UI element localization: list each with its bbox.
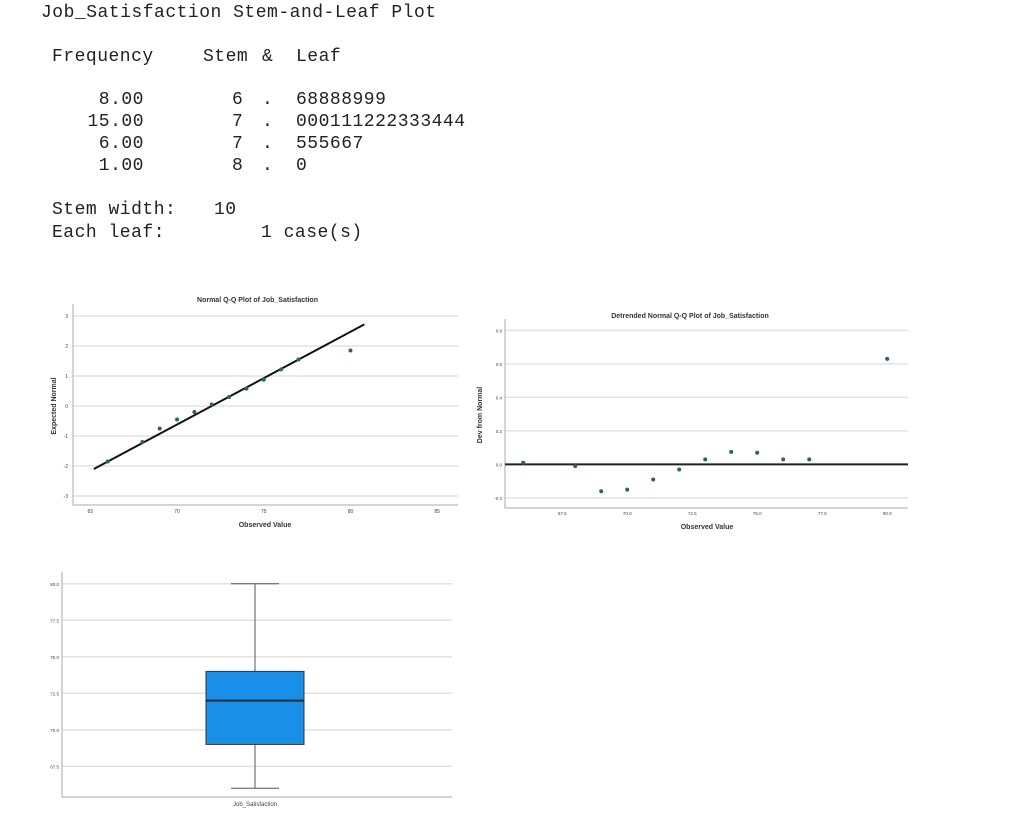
- y-tick-label: 77.5: [50, 618, 59, 623]
- row-stem: 8: [232, 156, 244, 176]
- data-point: [140, 440, 145, 444]
- y-axis-label: Dev from Normal: [477, 387, 484, 443]
- stem-leaf-title: Job_Satisfaction Stem-and-Leaf Plot: [41, 3, 437, 23]
- data-point: [599, 489, 604, 494]
- header-stem: Stem: [203, 47, 249, 67]
- y-tick-label: 0.8: [496, 328, 503, 333]
- x-axis-label: Observed Value: [681, 524, 734, 531]
- x-tick-label: 72.5: [688, 511, 697, 516]
- stem-width-label: Stem width:: [52, 200, 177, 220]
- x-tick-label: 75: [261, 509, 267, 515]
- x-tick-label: 80.0: [883, 511, 892, 516]
- y-axis-label: Expected Normal: [51, 377, 58, 434]
- y-tick-label: -1: [64, 434, 69, 440]
- each-leaf-label: Each leaf:: [52, 223, 166, 243]
- x-tick-label: 80: [348, 509, 354, 515]
- row-leaf: 0: [296, 156, 308, 176]
- row-leaf: 555667: [296, 134, 364, 154]
- y-tick-label: -0.2: [494, 496, 502, 501]
- data-point: [703, 457, 708, 462]
- row-frequency: 8.00: [98, 90, 144, 110]
- row-stem: 7: [232, 134, 244, 154]
- data-point: [227, 395, 232, 399]
- y-tick-label: 0.2: [496, 429, 503, 434]
- data-point: [157, 426, 162, 431]
- chart-title: Detrended Normal Q-Q Plot of Job_Satisfa…: [611, 313, 769, 320]
- data-point: [175, 417, 180, 422]
- data-point: [105, 459, 110, 464]
- row-dot: .: [262, 112, 274, 132]
- x-tick-label: 65: [88, 509, 94, 515]
- row-frequency: 1.00: [98, 156, 144, 176]
- row-frequency: 6.00: [98, 134, 144, 154]
- axes: [61, 572, 452, 798]
- data-point: [755, 450, 760, 455]
- x-tick-label: 85: [434, 509, 440, 515]
- data-point: [729, 449, 734, 454]
- data-point: [521, 460, 526, 465]
- row-dot: .: [262, 90, 274, 110]
- y-tick-label: 70.0: [50, 728, 59, 733]
- row-frequency: 15.00: [87, 112, 144, 132]
- data-point: [677, 467, 682, 472]
- x-tick-label: 70: [174, 509, 180, 515]
- each-leaf-value: 1 case(s): [261, 223, 363, 243]
- header-leaf: Leaf: [296, 47, 342, 67]
- category-label: Job_Satisfaction: [233, 802, 277, 808]
- data-point: [261, 377, 266, 382]
- data-point: [573, 464, 578, 469]
- stem-width-value: 10: [214, 200, 237, 220]
- y-tick-label: 67.5: [50, 764, 59, 769]
- x-tick-label: 75.0: [753, 511, 762, 516]
- row-dot: .: [262, 156, 274, 176]
- data-point: [807, 457, 812, 462]
- axes: [504, 319, 908, 509]
- row-dot: .: [262, 134, 274, 154]
- data-point: [296, 357, 301, 362]
- axes: [72, 304, 458, 506]
- data-point: [885, 356, 890, 361]
- data-point: [651, 477, 656, 482]
- y-tick-label: 0: [65, 404, 68, 410]
- row-leaf: 68888999: [296, 90, 387, 110]
- x-axis-label: Observed Value: [239, 522, 292, 529]
- y-tick-label: -2: [64, 464, 69, 470]
- data-point: [348, 348, 353, 353]
- data-point: [209, 402, 214, 407]
- header-amp: &: [262, 47, 274, 67]
- y-tick-label: 1: [65, 374, 68, 380]
- x-tick-label: 77.5: [818, 511, 827, 516]
- x-tick-label: 70.0: [623, 511, 632, 516]
- y-tick-label: 0.0: [496, 462, 503, 467]
- chart-title: Normal Q-Q Plot of Job_Satisfaction: [197, 297, 318, 304]
- x-tick-label: 67.5: [558, 511, 567, 516]
- row-stem: 7: [232, 112, 244, 132]
- data-point: [781, 457, 786, 462]
- row-leaf: 000111222333444: [296, 112, 466, 132]
- data-point: [279, 367, 284, 372]
- data-point: [192, 410, 197, 414]
- y-tick-label: 3: [65, 314, 68, 320]
- y-tick-label: 0.6: [496, 362, 503, 367]
- y-tick-label: 0.4: [496, 395, 503, 400]
- header-frequency: Frequency: [52, 47, 154, 67]
- box: [205, 670, 305, 745]
- data-point: [244, 386, 249, 391]
- row-stem: 6: [232, 90, 244, 110]
- data-point: [625, 487, 630, 492]
- y-tick-label: 75.0: [50, 655, 59, 660]
- y-tick-label: -3: [64, 494, 69, 500]
- y-tick-label: 2: [65, 344, 68, 350]
- y-tick-label: 80.0: [50, 582, 59, 587]
- y-tick-label: 72.5: [50, 691, 59, 696]
